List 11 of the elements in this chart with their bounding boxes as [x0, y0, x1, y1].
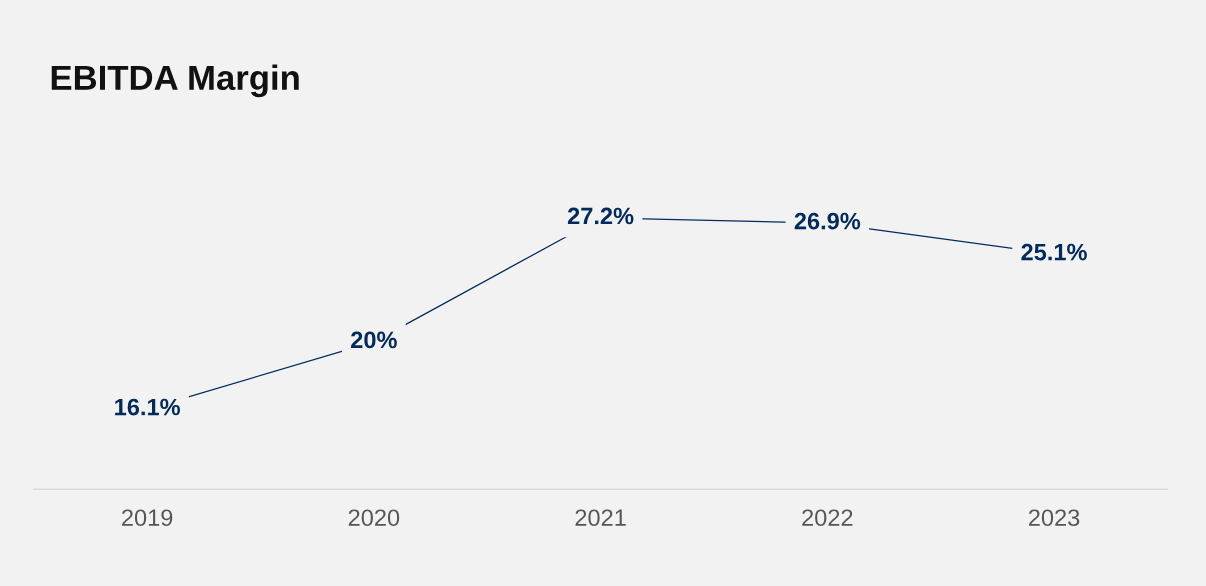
data-label: 27.2%: [567, 207, 634, 225]
x-tick-label: 2023: [1028, 509, 1080, 527]
x-tick-label: 2020: [348, 509, 400, 527]
x-tick-label: 2019: [122, 509, 173, 527]
chart-title: EBITDA Margin: [51, 64, 299, 98]
data-label: 16.1%: [115, 398, 180, 416]
data-label: 26.9%: [794, 212, 861, 230]
x-tick-label: 2022: [802, 509, 853, 527]
x-tick-label: 2021: [575, 509, 626, 527]
data-label: 20%: [351, 331, 397, 349]
data-label: 25.1%: [1021, 243, 1087, 261]
